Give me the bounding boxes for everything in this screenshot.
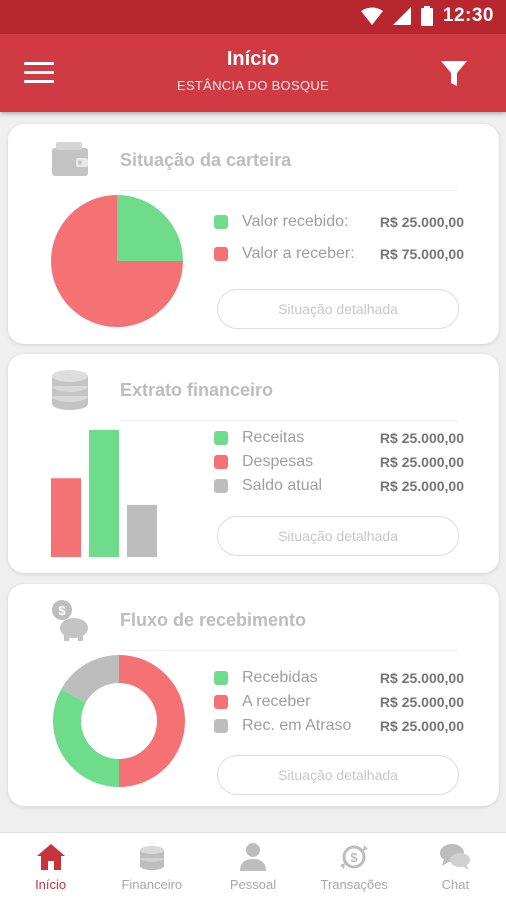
wallet-pie-chart: [51, 195, 183, 327]
legend-value: R$ 25.000,00: [379, 214, 464, 230]
legend-row: Rec. em Atraso R$ 25.000,00: [214, 714, 464, 738]
legend-label: A receber: [242, 693, 311, 710]
legend-swatch: [214, 431, 228, 445]
flow-detail-button[interactable]: Situação detalhada: [217, 755, 459, 795]
legend-swatch: [214, 455, 228, 469]
statement-detail-button[interactable]: Situação detalhada: [217, 516, 459, 556]
filter-icon[interactable]: [440, 59, 468, 89]
legend-label: Valor recebido:: [242, 213, 349, 230]
wallet-icon: [52, 142, 88, 176]
nav-label: Início: [35, 877, 67, 892]
legend-value: R$ 25.000,00: [379, 454, 464, 470]
legend-label: Saldo atual: [242, 477, 323, 494]
divider: [120, 650, 459, 651]
legend-value: R$ 25.000,00: [379, 430, 464, 446]
wallet-legend: Valor recebido: R$ 25.000,00 Valor a rec…: [214, 206, 464, 270]
legend-swatch: [214, 479, 228, 493]
flow-card: $ Fluxo de recebimento Recebidas R$ 25.0…: [8, 584, 499, 806]
page-subtitle: ESTÂNCIA DO BOSQUE: [176, 78, 330, 93]
statement-card-title: Extrato financeiro: [120, 380, 274, 400]
legend-row: Valor recebido: R$ 25.000,00: [214, 206, 464, 238]
legend-value: R$ 25.000,00: [379, 694, 464, 710]
app-bar: Início ESTÂNCIA DO BOSQUE: [0, 34, 506, 112]
transactions-icon: $: [340, 845, 369, 869]
nav-label: Financeiro: [121, 877, 183, 892]
legend-row: Despesas R$ 25.000,00: [214, 450, 464, 474]
legend-value: R$ 75.000,00: [379, 246, 464, 262]
hamburger-icon-line: [24, 80, 54, 83]
cell-signal-icon: [392, 7, 411, 25]
legend-label: Despesas: [242, 453, 314, 470]
nav-item-inicio[interactable]: Início: [0, 833, 101, 900]
legend-swatch: [214, 695, 228, 709]
legend-row: Recebidas R$ 25.000,00: [214, 666, 464, 690]
wallet-card: Situação da carteira Valor recebido: R$ …: [8, 124, 499, 344]
flow-legend: Recebidas R$ 25.000,00 A receber R$ 25.0…: [214, 666, 464, 738]
legend-value: R$ 25.000,00: [379, 718, 464, 734]
status-time: 12:30: [442, 5, 494, 26]
piggy-bank-icon: $: [52, 600, 88, 641]
home-icon: [36, 844, 65, 870]
bar: [127, 504, 157, 557]
bar: [89, 430, 119, 557]
nav-label: Pessoal: [229, 877, 277, 892]
legend-value: R$ 25.000,00: [379, 670, 464, 686]
nav-label: Transações: [320, 877, 388, 892]
coins-stack-icon: [52, 370, 88, 410]
legend-swatch: [214, 247, 228, 261]
person-icon: [240, 843, 266, 871]
svg-text:$: $: [58, 603, 66, 618]
divider: [120, 420, 459, 421]
legend-swatch: [214, 719, 228, 733]
nav-label: Chat: [441, 877, 470, 892]
flow-card-title: Fluxo de recebimento: [120, 610, 307, 630]
pie-slice: [117, 195, 183, 261]
page-title: Início: [226, 48, 280, 70]
nav-item-transacoes[interactable]: $ Transações: [304, 833, 405, 900]
legend-row: Receitas R$ 25.000,00: [214, 426, 464, 450]
hamburger-icon-line: [24, 71, 54, 74]
menu-button[interactable]: [24, 62, 54, 86]
pie-slice: [51, 195, 183, 327]
divider: [120, 190, 459, 191]
chat-icon: [440, 844, 471, 870]
statement-card: Extrato financeiro Receitas R$ 25.000,00…: [8, 354, 499, 573]
legend-swatch: [214, 215, 228, 229]
coins-icon: [139, 846, 164, 870]
status-icons: 12:30: [360, 5, 494, 27]
legend-swatch: [214, 671, 228, 685]
legend-row: Valor a receber: R$ 75.000,00: [214, 238, 464, 270]
wifi-icon: [360, 7, 383, 25]
legend-value: R$ 25.000,00: [379, 478, 464, 494]
donut-hole: [81, 683, 157, 759]
nav-item-financeiro[interactable]: Financeiro: [101, 833, 202, 900]
wallet-detail-button[interactable]: Situação detalhada: [217, 289, 459, 329]
statement-legend: Receitas R$ 25.000,00 Despesas R$ 25.000…: [214, 426, 464, 498]
svg-text:$: $: [351, 850, 359, 865]
legend-label: Receitas: [242, 429, 305, 446]
legend-label: Valor a receber:: [242, 245, 355, 262]
status-bar: 12:30: [0, 0, 506, 34]
legend-row: A receber R$ 25.000,00: [214, 690, 464, 714]
bottom-navigation: Início Financeiro Pessoal $ Transações C…: [0, 832, 506, 900]
hamburger-icon-line: [24, 62, 54, 65]
legend-label: Rec. em Atraso: [242, 717, 352, 734]
bar: [51, 478, 81, 557]
flow-donut-chart: [53, 655, 185, 787]
nav-item-pessoal[interactable]: Pessoal: [202, 833, 303, 900]
battery-icon: [420, 6, 433, 26]
legend-label: Recebidas: [242, 669, 318, 686]
legend-row: Saldo atual R$ 25.000,00: [214, 474, 464, 498]
nav-item-chat[interactable]: Chat: [405, 833, 506, 900]
wallet-card-title: Situação da carteira: [120, 150, 292, 170]
statement-bar-chart: [51, 430, 157, 557]
